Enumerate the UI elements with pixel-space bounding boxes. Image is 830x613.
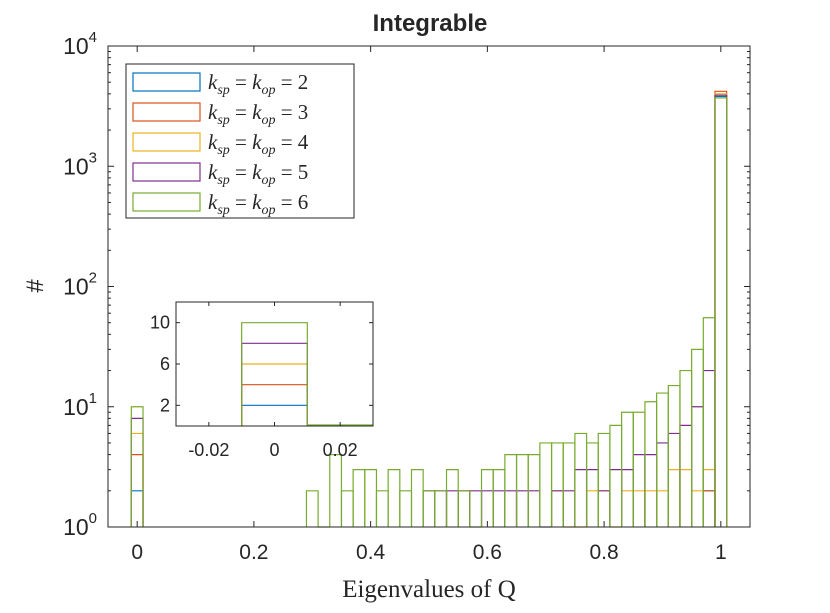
inset-y-tick-label-2: 10	[150, 313, 170, 333]
inset-series-layer	[241, 322, 373, 426]
inset-plot: -0.02 0 0.02 2 6 10	[150, 301, 374, 460]
y-tick-label-4: 104	[63, 29, 97, 59]
legend-entry-4: ksp = kop = 5	[132, 160, 308, 188]
legend-swatch-4	[132, 162, 201, 182]
x-axis-ticks: 0 0.2 0.4 0.6 0.8 1	[131, 46, 727, 564]
y-tick-label-3: 103	[63, 149, 97, 179]
legend-entry-3: ksp = kop = 4	[132, 130, 309, 158]
inset-y-tick-label-1: 6	[160, 354, 170, 374]
series-5-bar-2	[305, 490, 319, 527]
legend-swatch-2	[132, 102, 201, 122]
series-5-bar-15	[457, 490, 471, 527]
series-5-bar-37	[714, 97, 728, 527]
series-5-bar-1	[130, 406, 144, 527]
inset-y-axis-ticks: 2 6 10	[150, 313, 373, 415]
x-axis-label-text: Eigenvalues of Q	[342, 576, 516, 603]
chart-title: Integrable	[373, 10, 488, 37]
x-tick-label-0: 0	[131, 541, 143, 564]
y-axis-label: #	[22, 279, 49, 293]
legend-label-2: ksp = kop = 3	[208, 100, 308, 128]
inset-bar-5	[241, 322, 308, 426]
main-series-layer	[130, 90, 728, 528]
legend-entry-1: ksp = kop = 2	[132, 70, 308, 98]
inset-x-tick-label-1: 0	[269, 440, 279, 460]
x-tick-label-2: 0.4	[356, 541, 386, 564]
legend-box	[125, 63, 355, 219]
legend-swatch-3	[132, 132, 201, 152]
legend-entry-2: ksp = kop = 3	[132, 100, 308, 128]
x-tick-label-1: 0.2	[239, 541, 268, 564]
legend-label-1: ksp = kop = 2	[208, 70, 308, 98]
legend-label-3: ksp = kop = 4	[208, 130, 309, 158]
y-tick-label-2: 102	[63, 270, 97, 300]
legend-entry-5: ksp = kop = 6	[132, 190, 308, 218]
inset-x-tick-label-2: 0.02	[323, 440, 358, 460]
legend-swatch-5	[132, 192, 201, 212]
y-tick-label-0: 100	[63, 510, 97, 540]
inset-x-axis-ticks: -0.02 0 0.02	[188, 302, 358, 460]
x-tick-label-4: 0.8	[589, 541, 618, 564]
x-axis-label: Eigenvalues of Q	[342, 576, 516, 603]
legend-label-4: ksp = kop = 5	[208, 160, 308, 188]
inset-x-tick-label-0: -0.02	[188, 440, 229, 460]
series-5	[130, 97, 728, 528]
y-tick-label-1: 101	[63, 390, 97, 420]
legend-swatch-1	[132, 72, 201, 92]
inset-y-tick-label-0: 2	[160, 395, 170, 415]
x-tick-label-3: 0.6	[473, 541, 502, 564]
legend-label-5: ksp = kop = 6	[208, 190, 308, 218]
x-tick-label-5: 1	[715, 541, 727, 564]
